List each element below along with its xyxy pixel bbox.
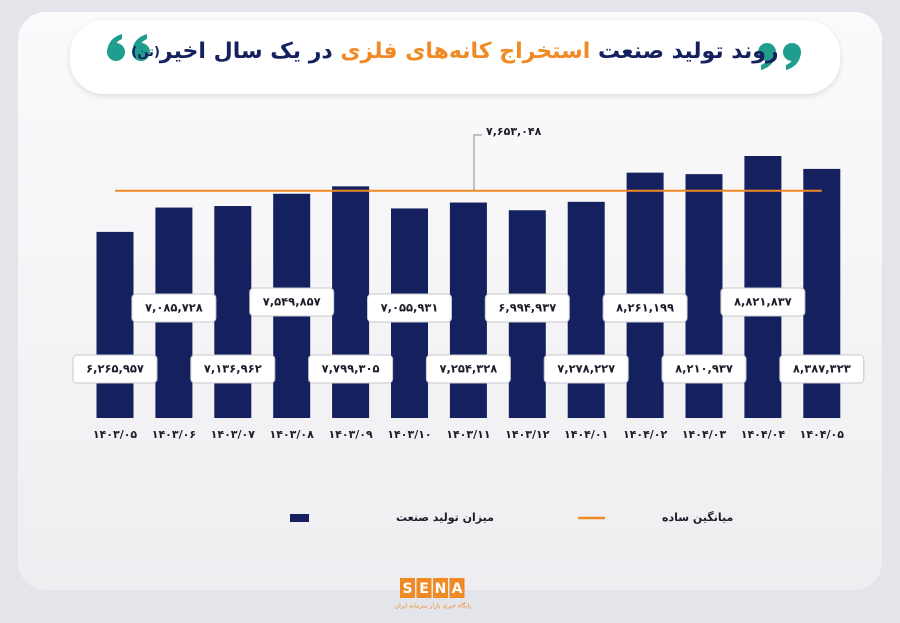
title-part: روند تولید صنعت (598, 39, 779, 64)
data-label: ۶,۲۶۵,۹۵۷ (86, 362, 144, 376)
x-tick-label: ۱۴۰۳/۱۲ (505, 428, 550, 441)
x-tick-label: ۱۴۰۳/۱۰ (387, 428, 431, 441)
logo-letter: A (452, 581, 463, 597)
data-label: ۷,۵۴۹,۸۵۷ (263, 295, 321, 309)
x-tick-label: ۱۴۰۳/۰۶ (152, 428, 196, 441)
bar (567, 201, 605, 418)
title-highlight: استخراج کانه‌های فلزی (340, 39, 590, 64)
logo-letter: S (402, 581, 412, 597)
logo-box (416, 578, 432, 598)
logo-box (433, 578, 448, 598)
x-tick-label: ۱۴۰۴/۰۵ (800, 428, 845, 441)
label-box (367, 293, 452, 323)
average-leader (473, 134, 482, 191)
title-pill (70, 20, 840, 94)
label-box (425, 354, 511, 384)
title-unit: (تن) (131, 45, 159, 60)
x-tick-label: ۱۴۰۳/۰۷ (211, 428, 256, 441)
logo-box (449, 578, 465, 598)
logo-box (400, 578, 415, 598)
legend-label: میزان تولید صنعت (396, 511, 494, 524)
chart-title: روند تولید صنعت استخراج کانه‌های فلزی در… (131, 39, 778, 64)
label-box (602, 293, 688, 323)
data-label: ۶,۹۹۴,۹۳۷ (498, 301, 556, 315)
data-label: ۷,۲۷۸,۲۲۷ (557, 362, 615, 376)
title-part: در یک سال اخیر (159, 39, 333, 64)
x-tick-label: ۱۴۰۴/۰۴ (741, 428, 786, 441)
x-tick-label: ۱۴۰۳/۰۸ (270, 428, 315, 441)
logo-letter: E (419, 581, 429, 597)
data-label: ۸,۲۱۰,۹۳۷ (675, 362, 733, 376)
quote-marks (107, 34, 801, 70)
data-label: ۸,۳۸۷,۳۲۳ (793, 362, 851, 376)
data-label: ۷,۲۵۴,۳۲۸ (439, 362, 497, 376)
label-box (308, 354, 394, 384)
data-label: ۸,۸۲۱,۸۳۷ (734, 295, 792, 309)
label-box (720, 287, 806, 317)
legend: میزان تولید صنعت میانگین ساده (290, 511, 733, 524)
label-box (543, 354, 629, 384)
data-label: ۷,۰۵۵,۹۳۱ (381, 301, 439, 315)
bar (214, 206, 252, 418)
x-tick-label: ۱۴۰۳/۰۹ (328, 428, 373, 441)
legend-label: میانگین ساده (662, 511, 733, 524)
label-box (190, 354, 276, 384)
x-tick-label: ۱۴۰۳/۱۱ (446, 428, 490, 441)
data-label: ۸,۲۶۱,۱۹۹ (616, 301, 674, 315)
x-tick-label: ۱۴۰۳/۰۵ (93, 428, 138, 441)
label-box (131, 293, 217, 323)
logo-letter: N (435, 581, 447, 597)
data-label: ۷,۷۹۹,۳۰۵ (322, 362, 380, 376)
plot: ۱۴۰۳/۰۵ ۱۴۰۳/۰۶ ۱۴۰۳/۰۷ ۱۴۰۳/۰۸ ۱۴۰۳/۰۹ ۱۴۰۳/… (72, 125, 865, 441)
average-label: ۷,۶۵۳,۰۴۸ (486, 125, 542, 138)
bar (449, 202, 487, 418)
x-tick-label: ۱۴۰۴/۰۳ (682, 428, 727, 441)
bar (96, 231, 134, 418)
label-box (249, 287, 335, 317)
legend-swatch (290, 514, 309, 522)
x-tick-label: ۱۴۰۴/۰۱ (564, 428, 608, 441)
x-tick-label: ۱۴۰۴/۰۲ (623, 428, 668, 441)
label-box (661, 354, 747, 384)
data-label: ۷,۰۸۵,۷۲۸ (145, 301, 203, 315)
label-box (72, 354, 158, 384)
label-box (484, 293, 570, 323)
logo-tagline: پایگاه خبری بازار سرمایه ایران (395, 602, 472, 610)
data-label: ۷,۱۳۶,۹۶۲ (204, 362, 262, 376)
label-box (779, 354, 865, 384)
bar (744, 155, 782, 418)
